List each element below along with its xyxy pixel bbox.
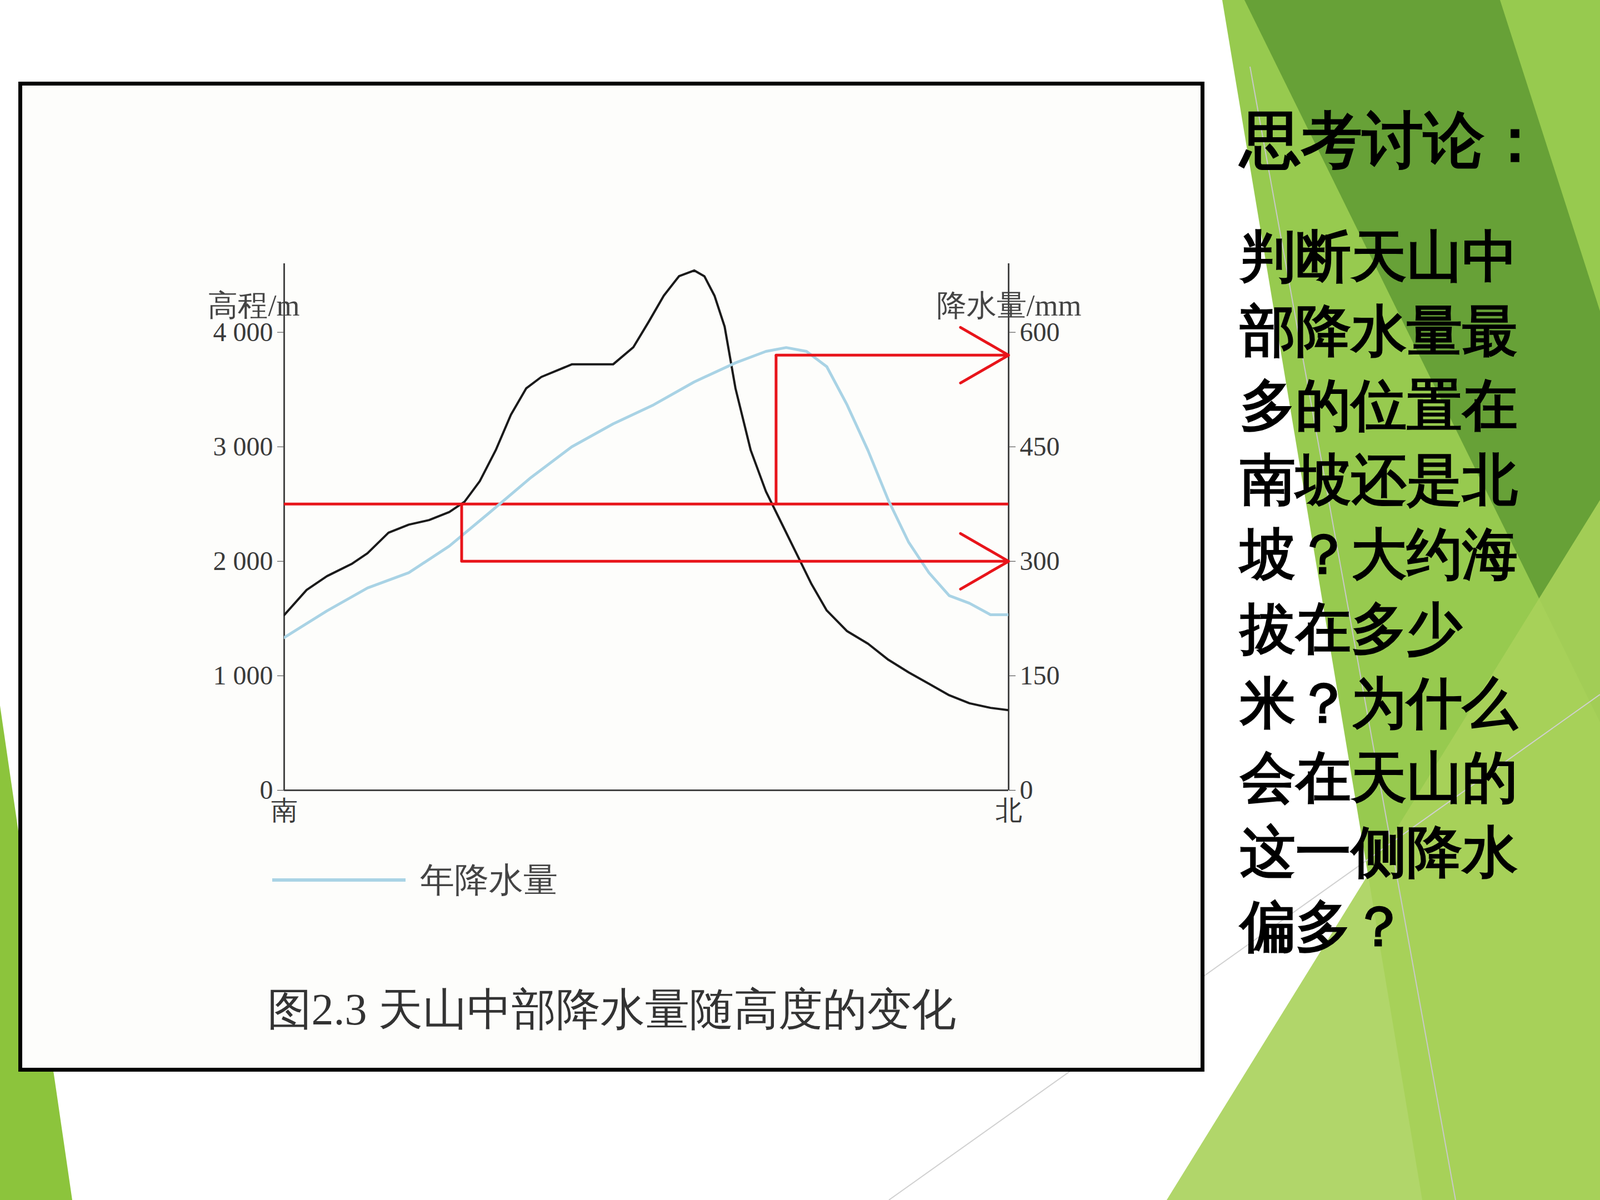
svg-text:600: 600 [1020, 317, 1060, 347]
svg-text:4 000: 4 000 [213, 316, 274, 347]
svg-text:300: 300 [1020, 546, 1060, 576]
html-text:图2.3 天山中部降水量随高度的变化: 图2.3 天山中部降水量随高度的变化 [266, 985, 956, 1034]
svg-text:1 000: 1 000 [213, 660, 274, 690]
svg-text:0: 0 [1020, 775, 1034, 805]
svg-text:2 000: 2 000 [213, 546, 274, 576]
svg-text:0: 0 [259, 774, 274, 805]
svg-text:高程/m: 高程/m [207, 288, 300, 323]
svg-text:150: 150 [1020, 660, 1060, 690]
svg-text:南: 南 [271, 795, 298, 825]
svg-text:3 000: 3 000 [213, 431, 274, 462]
html-text:思考讨论：: 思考讨论： [1240, 104, 1546, 176]
svg-text:降水量/mm: 降水量/mm [936, 288, 1082, 323]
html-text:判断天山中部降水量最多的位置在南坡还是北坡？大约海拔在多少米: 判断天山中部降水量最多的位置在南坡还是北坡？大约海拔在多少米？为什么会在天山的这… [1240, 223, 1518, 959]
svg-text:北: 北 [995, 795, 1023, 825]
html-text:年降水量: 年降水量 [420, 861, 558, 899]
svg-text:450: 450 [1020, 431, 1060, 462]
